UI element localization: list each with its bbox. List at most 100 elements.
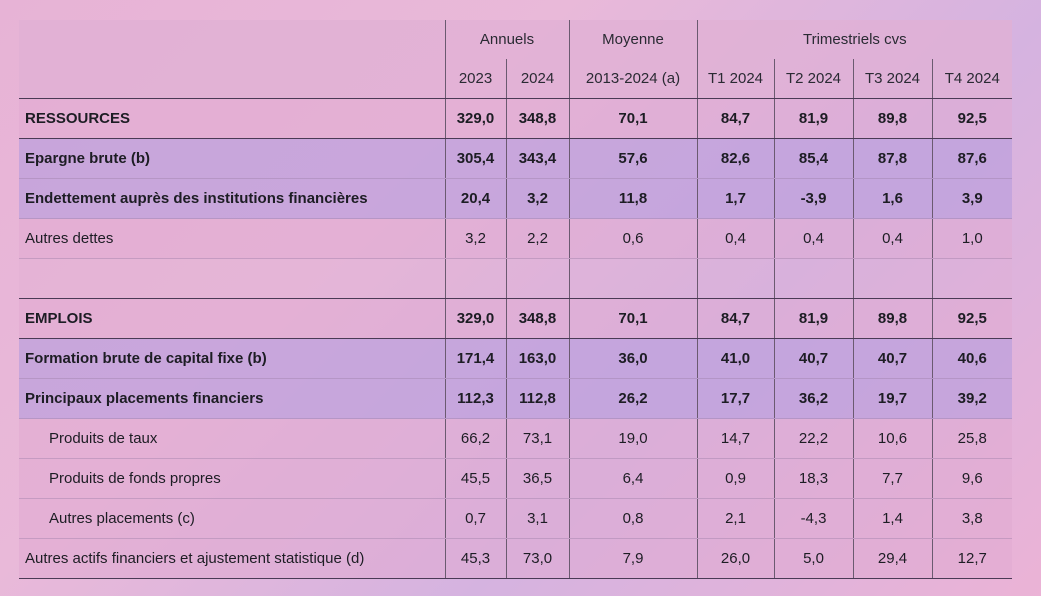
cell-t4: 92,5 (931, 98, 1013, 139)
cell-t3: 89,8 (852, 298, 932, 339)
cell-t4: 92,5 (931, 298, 1013, 339)
cell-moyenne: 11,8 (568, 178, 697, 219)
cell-moyenne: 7,9 (568, 538, 697, 579)
cell-t1: 26,0 (696, 538, 774, 579)
row-label: Endettement auprès des institutions fina… (19, 178, 445, 219)
cell-2024: 348,8 (505, 98, 569, 139)
header-columns-row: 2023 2024 2013-2024 (a) T1 2024 T2 2024 … (19, 59, 1013, 99)
row-label: Principaux placements financiers (19, 378, 445, 419)
header-col-t2: T2 2024 (773, 59, 853, 99)
cell-t4: 12,7 (931, 538, 1013, 579)
cell-moyenne: 0,6 (568, 218, 697, 259)
header-col-t1: T1 2024 (696, 59, 774, 99)
cell-2023: 112,3 (444, 378, 506, 419)
row-label: Produits de taux (19, 418, 445, 459)
cell-moyenne: 19,0 (568, 418, 697, 459)
table-row-produits-fonds-propres: Produits de fonds propres 45,5 36,5 6,4 … (19, 458, 1013, 499)
header-group-moyenne: Moyenne (568, 20, 697, 59)
cell-moyenne: 36,0 (568, 338, 697, 379)
cell-t1: 84,7 (696, 98, 774, 139)
header-empty-cell (19, 59, 445, 99)
table-row-epargne-brute: Epargne brute (b) 305,4 343,4 57,6 82,6 … (19, 138, 1013, 179)
cell-2023: 305,4 (444, 138, 506, 179)
cell-moyenne: 26,2 (568, 378, 697, 419)
cell-2023: 329,0 (444, 298, 506, 339)
cell-t1: 0,4 (696, 218, 774, 259)
table-row-autres-placements: Autres placements (c) 0,7 3,1 0,8 2,1 -4… (19, 498, 1013, 539)
header-empty-cell (19, 20, 445, 59)
cell-moyenne: 57,6 (568, 138, 697, 179)
table-row-emplois: EMPLOIS 329,0 348,8 70,1 84,7 81,9 89,8 … (19, 298, 1013, 339)
table-row-formation-brute: Formation brute de capital fixe (b) 171,… (19, 338, 1013, 379)
cell-t3 (852, 258, 932, 299)
row-label: RESSOURCES (19, 98, 445, 139)
table-row-ressources: RESSOURCES 329,0 348,8 70,1 84,7 81,9 89… (19, 98, 1013, 139)
cell-t3: 1,4 (852, 498, 932, 539)
cell-t3: 87,8 (852, 138, 932, 179)
cell-2023: 3,2 (444, 218, 506, 259)
header-col-2024: 2024 (505, 59, 569, 99)
table-row-produits-taux: Produits de taux 66,2 73,1 19,0 14,7 22,… (19, 418, 1013, 459)
cell-moyenne: 70,1 (568, 98, 697, 139)
row-label: Formation brute de capital fixe (b) (19, 338, 445, 379)
cell-moyenne (568, 258, 697, 299)
cell-t4: 3,9 (931, 178, 1013, 219)
cell-t1 (696, 258, 774, 299)
cell-t4: 1,0 (931, 218, 1013, 259)
cell-t1: 41,0 (696, 338, 774, 379)
cell-t2: -3,9 (773, 178, 853, 219)
cell-t2: 0,4 (773, 218, 853, 259)
cell-t3: 7,7 (852, 458, 932, 499)
cell-t1: 1,7 (696, 178, 774, 219)
financial-table-container: Annuels Moyenne Trimestriels cvs 2023 20… (19, 20, 1013, 579)
cell-2024: 36,5 (505, 458, 569, 499)
cell-2024: 73,0 (505, 538, 569, 579)
header-group-annuels: Annuels (444, 20, 569, 59)
cell-t4: 3,8 (931, 498, 1013, 539)
cell-t4: 39,2 (931, 378, 1013, 419)
cell-t1: 0,9 (696, 458, 774, 499)
cell-2024: 3,1 (505, 498, 569, 539)
cell-2023: 171,4 (444, 338, 506, 379)
cell-t2: 40,7 (773, 338, 853, 379)
cell-moyenne: 6,4 (568, 458, 697, 499)
financial-table: Annuels Moyenne Trimestriels cvs 2023 20… (19, 20, 1013, 579)
cell-moyenne: 0,8 (568, 498, 697, 539)
cell-2023: 45,3 (444, 538, 506, 579)
cell-2023: 45,5 (444, 458, 506, 499)
header-col-moyenne: 2013-2024 (a) (568, 59, 697, 99)
cell-2024 (505, 258, 569, 299)
cell-t3: 10,6 (852, 418, 932, 459)
cell-t3: 89,8 (852, 98, 932, 139)
cell-2023: 20,4 (444, 178, 506, 219)
cell-t2: 85,4 (773, 138, 853, 179)
cell-t1: 2,1 (696, 498, 774, 539)
cell-t1: 82,6 (696, 138, 774, 179)
cell-t2: 81,9 (773, 98, 853, 139)
cell-t1: 84,7 (696, 298, 774, 339)
cell-moyenne: 70,1 (568, 298, 697, 339)
row-label: Produits de fonds propres (19, 458, 445, 499)
cell-t4: 9,6 (931, 458, 1013, 499)
cell-t2: 81,9 (773, 298, 853, 339)
table-row-autres-dettes: Autres dettes 3,2 2,2 0,6 0,4 0,4 0,4 1,… (19, 218, 1013, 259)
cell-2024: 163,0 (505, 338, 569, 379)
cell-t3: 0,4 (852, 218, 932, 259)
cell-t4: 25,8 (931, 418, 1013, 459)
cell-t4: 40,6 (931, 338, 1013, 379)
header-group-trimestriels: Trimestriels cvs (696, 20, 1013, 59)
cell-t2: 36,2 (773, 378, 853, 419)
cell-t2: 22,2 (773, 418, 853, 459)
table-row-principaux-placements: Principaux placements financiers 112,3 1… (19, 378, 1013, 419)
row-label: Autres actifs financiers et ajustement s… (19, 538, 445, 579)
cell-t3: 29,4 (852, 538, 932, 579)
cell-2024: 2,2 (505, 218, 569, 259)
header-col-t3: T3 2024 (852, 59, 932, 99)
header-group-row: Annuels Moyenne Trimestriels cvs (19, 20, 1013, 59)
row-label: Autres dettes (19, 218, 445, 259)
cell-t2 (773, 258, 853, 299)
cell-2023: 0,7 (444, 498, 506, 539)
cell-2024: 348,8 (505, 298, 569, 339)
cell-2024: 343,4 (505, 138, 569, 179)
cell-t1: 14,7 (696, 418, 774, 459)
